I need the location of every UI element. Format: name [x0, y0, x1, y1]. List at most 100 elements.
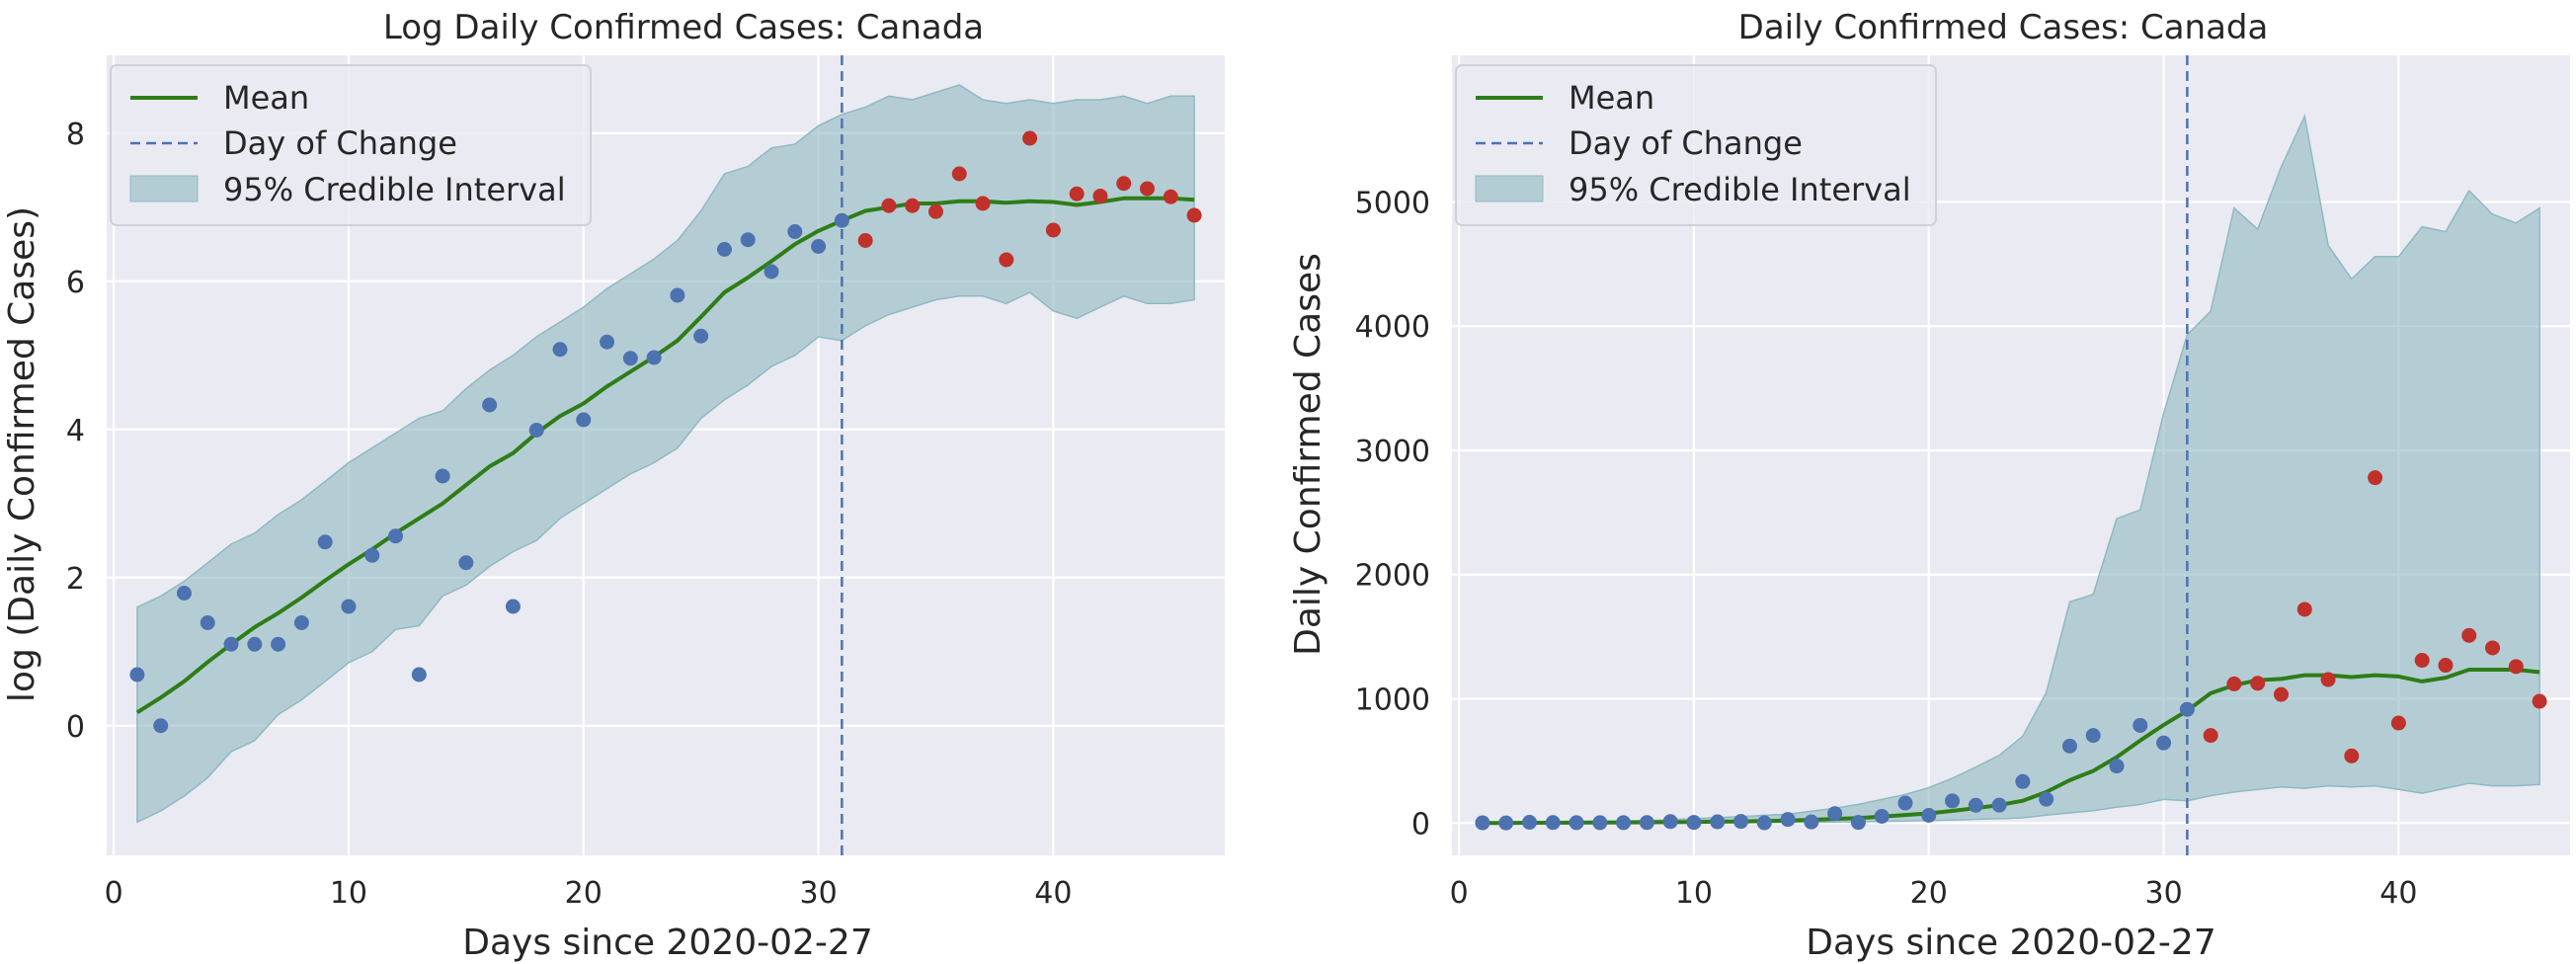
observed-point-before [1874, 809, 1890, 825]
x-tick-label: 0 [105, 876, 123, 911]
observed-point-before [153, 718, 169, 734]
observed-point-after [2320, 672, 2336, 687]
observed-point-before [271, 636, 286, 652]
observed-point-after [1022, 130, 1038, 146]
observed-point-after [2390, 715, 2406, 731]
observed-point-before [1733, 814, 1749, 830]
observed-point-before [1921, 808, 1937, 823]
x-tick-label: 40 [2379, 876, 2417, 911]
observed-point-before [670, 287, 685, 303]
observed-point-before [435, 468, 450, 484]
observed-point-before [2039, 791, 2054, 807]
observed-point-after [1045, 222, 1061, 238]
observed-point-before [622, 351, 638, 366]
observed-point-before [1756, 815, 1772, 831]
chart-title: Daily Confirmed Cases: Canada [1738, 8, 2269, 47]
observed-point-after [2203, 728, 2218, 744]
observed-point-before [1780, 812, 1796, 828]
observed-point-after [2296, 602, 2312, 617]
plot-area: 0 10 20 30 40 0 2 4 6 8 [66, 55, 1225, 911]
y-tick-label: 2000 [1355, 559, 1430, 594]
observed-point-before [2179, 701, 2195, 717]
observed-point-after [2273, 686, 2289, 702]
observed-point-before [341, 599, 357, 614]
observed-point-before [576, 412, 592, 428]
observed-point-after [951, 166, 967, 182]
x-axis-label: Days since 2020-02-27 [1806, 923, 2215, 963]
x-tick-label: 30 [799, 876, 837, 911]
x-tick-label: 0 [1450, 876, 1469, 911]
observed-point-before [1475, 815, 1490, 831]
x-tick-label: 10 [330, 876, 367, 911]
observed-point-before [1545, 815, 1561, 831]
x-tick-label: 20 [565, 876, 603, 911]
y-tick-label: 0 [1411, 807, 1430, 842]
y-tick-label: 6 [66, 266, 85, 300]
observed-point-before [2061, 738, 2077, 754]
observed-point-before [1686, 815, 1702, 831]
observed-point-before [293, 615, 309, 630]
observed-point-before [834, 212, 849, 228]
observed-point-before [129, 667, 145, 683]
chart-title: Log Daily Confirmed Cases: Canada [383, 8, 984, 47]
ci-band [136, 84, 1195, 824]
observed-point-after [975, 196, 991, 211]
y-axis-label: Daily Confirmed Cases [1288, 253, 1328, 656]
observed-point-before [364, 547, 380, 563]
observed-point-before [200, 615, 215, 630]
y-tick-label: 1000 [1355, 683, 1430, 718]
observed-point-before [1968, 797, 1983, 813]
observed-point-before [764, 264, 779, 280]
y-tick-label: 5000 [1355, 186, 1430, 220]
observed-point-before [811, 239, 827, 254]
observed-point-before [716, 242, 732, 257]
x-axis-label: Days since 2020-02-27 [462, 923, 872, 963]
x-tick-label: 30 [2144, 876, 2182, 911]
observed-point-before [2156, 735, 2172, 751]
observed-point-after [1069, 186, 1085, 201]
mean-line [135, 196, 1195, 714]
x-tick-label: 20 [1910, 876, 1948, 911]
observed-point-after [1163, 189, 1178, 204]
legend-mean-label: Mean [223, 79, 309, 117]
observed-point-before [176, 586, 192, 601]
observed-point-after [2226, 676, 2242, 691]
observed-point-before [600, 334, 615, 350]
observed-point-before [1662, 814, 1678, 830]
observed-point-after [1140, 181, 1156, 197]
y-tick-label: 4000 [1355, 310, 1430, 345]
observed-point-before [388, 528, 404, 544]
observed-point-before [1616, 815, 1632, 831]
observed-point-before [1850, 815, 1866, 831]
observed-point-before [1710, 814, 1726, 830]
observed-point-before [1897, 795, 1913, 811]
x-tick-label: 10 [1675, 876, 1713, 911]
observed-point-after [2344, 748, 2360, 763]
observed-point-after [999, 252, 1014, 268]
observed-point-after [1186, 207, 1202, 223]
legend-mean-label: Mean [1569, 79, 1654, 117]
observed-point-after [2438, 658, 2454, 674]
observed-point-after [2250, 676, 2266, 691]
observed-point-before [458, 555, 474, 571]
observed-point-before [1521, 815, 1537, 831]
observed-point-before [2133, 717, 2148, 733]
observed-point-before [646, 350, 662, 365]
legend-ci-label: 95% Credible Interval [1569, 171, 1911, 208]
observed-point-after [905, 198, 921, 213]
y-tick-label: 8 [66, 118, 85, 152]
observed-point-after [881, 198, 897, 213]
legend-ci-swatch [129, 175, 199, 202]
y-axis-label: log (Daily Confirmed Cases) [2, 206, 42, 702]
y-tick-label: 3000 [1355, 435, 1430, 469]
observed-point-before [1639, 815, 1654, 831]
observed-point-after [2461, 627, 2477, 643]
legend-day-of-change-label: Day of Change [1569, 124, 1803, 162]
observed-point-before [2015, 773, 2031, 789]
y-tick-label: 4 [66, 414, 85, 448]
observed-point-before [552, 342, 568, 358]
observed-point-before [505, 599, 521, 614]
observed-point-before [528, 423, 544, 438]
observed-point-before [1945, 793, 1961, 809]
legend: Mean Day of Change 95% Credible Interval [1455, 64, 1937, 226]
